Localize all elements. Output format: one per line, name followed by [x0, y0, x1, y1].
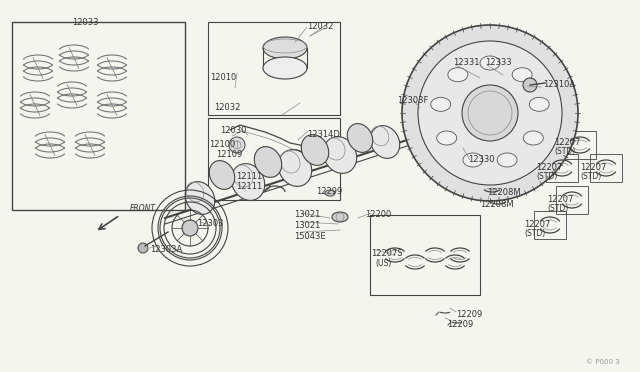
Circle shape [138, 243, 148, 253]
Text: 12032: 12032 [214, 103, 241, 112]
Text: (STD): (STD) [536, 172, 557, 181]
Circle shape [462, 85, 518, 141]
Text: (US): (US) [375, 259, 391, 268]
Text: 12208M: 12208M [480, 200, 514, 209]
Ellipse shape [231, 164, 265, 201]
Text: 12299: 12299 [316, 187, 342, 196]
Ellipse shape [497, 153, 517, 167]
Bar [556, 186, 588, 214]
Ellipse shape [186, 182, 214, 214]
Ellipse shape [263, 37, 307, 59]
Text: 12331: 12331 [453, 58, 479, 67]
Text: 13021: 13021 [294, 210, 321, 219]
Text: 12209: 12209 [456, 310, 483, 319]
Ellipse shape [301, 135, 329, 166]
Text: (STD): (STD) [524, 229, 545, 238]
Bar [208, 22, 340, 115]
Ellipse shape [524, 131, 543, 145]
Bar [12, 22, 185, 210]
Ellipse shape [431, 97, 451, 111]
Ellipse shape [529, 97, 549, 111]
Text: 13021: 13021 [294, 221, 321, 230]
Ellipse shape [348, 124, 372, 153]
Text: 12333: 12333 [485, 58, 511, 67]
Text: 12100: 12100 [209, 140, 236, 149]
Text: 12033: 12033 [72, 18, 99, 27]
Text: (STD): (STD) [580, 172, 601, 181]
Text: 12032: 12032 [307, 22, 333, 31]
Text: 12208M: 12208M [487, 188, 520, 197]
Text: 12303F: 12303F [397, 96, 428, 105]
Ellipse shape [480, 56, 500, 70]
Text: 12207: 12207 [524, 220, 550, 229]
Bar [370, 215, 480, 295]
Ellipse shape [463, 153, 483, 167]
Circle shape [523, 78, 537, 92]
Text: 12010: 12010 [210, 73, 236, 82]
Text: 12030: 12030 [220, 126, 246, 135]
Text: 12109: 12109 [216, 150, 243, 159]
Ellipse shape [436, 131, 457, 145]
Ellipse shape [278, 150, 312, 186]
Text: 12303: 12303 [197, 219, 223, 228]
Circle shape [418, 41, 562, 185]
Text: © P000 3: © P000 3 [586, 359, 620, 365]
Text: FRONT: FRONT [130, 204, 156, 213]
Text: 12207: 12207 [536, 163, 563, 172]
Ellipse shape [209, 161, 235, 189]
Ellipse shape [332, 212, 348, 222]
Ellipse shape [512, 68, 532, 82]
Text: 12209: 12209 [447, 320, 473, 329]
Ellipse shape [448, 68, 468, 82]
Text: 12310A: 12310A [543, 80, 575, 89]
Text: (STD): (STD) [547, 204, 568, 213]
Bar [534, 211, 566, 239]
Ellipse shape [323, 137, 356, 173]
Circle shape [402, 25, 578, 201]
Text: 12111: 12111 [236, 172, 262, 181]
Text: 12303A: 12303A [150, 245, 182, 254]
Ellipse shape [254, 147, 282, 177]
Circle shape [229, 137, 245, 153]
Ellipse shape [263, 57, 307, 79]
Text: 12207: 12207 [580, 163, 606, 172]
Text: 12111: 12111 [236, 182, 262, 191]
Text: 12207: 12207 [547, 195, 573, 204]
Bar [546, 154, 578, 182]
Text: 12314D: 12314D [307, 130, 340, 139]
Text: 12330: 12330 [468, 155, 495, 164]
Text: 12207: 12207 [554, 138, 580, 147]
Text: 12207S: 12207S [371, 249, 403, 258]
Text: (STD): (STD) [554, 147, 575, 156]
Circle shape [182, 220, 198, 236]
Ellipse shape [371, 126, 400, 158]
Text: 15043E: 15043E [294, 232, 326, 241]
Text: 12200: 12200 [365, 210, 391, 219]
Bar [208, 118, 340, 200]
Ellipse shape [325, 190, 335, 196]
Bar [564, 131, 596, 159]
Bar [590, 154, 622, 182]
